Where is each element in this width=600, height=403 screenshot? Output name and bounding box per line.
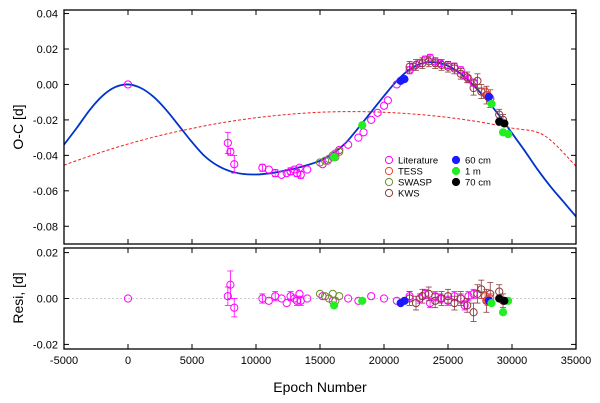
legend-label-1-m: 1 m [465, 167, 481, 178]
point-literature [379, 101, 389, 110]
point-kws [469, 308, 478, 317]
bottom-y-ticks: 0.02 0.00 -0.02 [33, 248, 576, 351]
point-literature [367, 292, 376, 301]
x-tick-label: 35000 [561, 355, 592, 367]
legend-marker-literature [384, 155, 394, 165]
legend-marker-70-cm [451, 177, 461, 187]
x-axis-title: Epoch Number [273, 379, 367, 395]
x-tick-label: 25000 [433, 355, 464, 367]
point-literature [226, 147, 235, 156]
point-literature [223, 138, 232, 148]
point-swasp [321, 156, 330, 165]
legend-marker-kws [384, 188, 394, 198]
x-tick-label: 0 [125, 355, 131, 367]
point-literature [230, 303, 239, 312]
point-kws [450, 298, 459, 308]
x-tick-label: -5000 [50, 355, 78, 367]
point-literature [344, 140, 353, 149]
bottom-x-ticks: -5000 0 5000 10000 15000 20000 25000 30000 35000 [50, 248, 591, 367]
point-swasp [315, 158, 325, 167]
legend-marker-tess [384, 166, 394, 176]
point-literature [296, 170, 305, 179]
point-kws [456, 69, 465, 78]
legend-label-literature: Literature [398, 156, 438, 167]
point-literature [123, 294, 133, 303]
y-tick-label: -0.04 [33, 150, 58, 162]
point-literature [303, 165, 312, 174]
bottom-plot-area [64, 270, 576, 322]
y-tick-label: 0.02 [37, 248, 58, 260]
point-literature [344, 294, 353, 303]
point-1-m [487, 298, 496, 308]
point-1-m [358, 296, 367, 305]
point-kws [463, 301, 472, 310]
y-tick-label: -0.06 [33, 186, 58, 198]
x-tick-label: 20000 [369, 355, 400, 367]
point-literature [464, 292, 473, 301]
point-literature [303, 294, 312, 303]
point-literature [230, 160, 239, 169]
legend-label-tess: TESS [398, 167, 423, 178]
y-tick-label: 0.02 [37, 44, 58, 56]
y-tick-label: -0.02 [33, 115, 58, 127]
top-panel: 0.04 0.02 0.00 -0.02 -0.04 -0.06 -0.08 O-C [d]… [10, 9, 577, 245]
legend-label-swasp: SWASP [398, 178, 432, 189]
point-1-m [504, 129, 513, 139]
point-1-m [358, 121, 367, 130]
legend-marker-1-m [451, 166, 461, 176]
bottom-y-axis-title: Resi, [d] [10, 272, 26, 323]
x-tick-label: 15000 [305, 355, 336, 367]
point-70-cm [500, 119, 509, 128]
point-60-cm [400, 75, 409, 84]
quadratic-trend-curve [64, 111, 576, 167]
point-kws [463, 73, 472, 82]
top-x-ticks [63, 10, 577, 244]
bottom-panel: 0.02 0.00 -0.02 -5000 0 5000 10000 15000 20000 2… [10, 247, 591, 395]
x-tick-label: 30000 [497, 355, 528, 367]
point-60-cm [484, 92, 494, 101]
point-literature [373, 108, 382, 117]
point-1-m [329, 153, 339, 162]
legend-label-70-cm: 70 cm [465, 178, 491, 189]
legend-label-60-cm: 60 cm [465, 156, 491, 167]
point-1-m [498, 308, 508, 317]
point-swasp [335, 292, 344, 301]
point-swasp [315, 289, 325, 299]
x-tick-label: 5000 [180, 355, 204, 367]
point-literature [277, 170, 286, 179]
point-literature [425, 298, 435, 308]
point-literature [383, 96, 392, 105]
top-y-axis-title: O-C [d] [10, 104, 26, 149]
top-y-ticks: 0.04 0.02 0.00 -0.02 -0.04 -0.06 -0.08 [33, 9, 576, 233]
x-tick-label: 10000 [241, 355, 272, 367]
point-literature [282, 298, 291, 308]
point-literature [223, 292, 232, 301]
y-tick-label: 0.00 [37, 294, 58, 306]
point-literature [354, 133, 363, 142]
point-literature [123, 80, 133, 89]
y-tick-label: 0.00 [37, 79, 58, 91]
point-1-m [487, 99, 496, 109]
point-kws [473, 76, 482, 86]
legend-marker-60-cm [451, 155, 461, 165]
legend-label-kws: KWS [398, 189, 420, 200]
top-plot-area [64, 53, 576, 218]
point-swasp [335, 147, 344, 156]
point-literature [379, 294, 389, 303]
point-literature [367, 115, 376, 125]
y-tick-label: 0.04 [37, 9, 58, 21]
y-tick-label: -0.02 [33, 339, 58, 351]
point-70-cm [500, 296, 509, 305]
y-tick-label: -0.08 [33, 221, 58, 233]
point-60-cm [400, 296, 409, 305]
point-1-m [329, 301, 339, 310]
point-literature [226, 280, 235, 289]
legend-marker-swasp [384, 177, 394, 187]
point-literature [277, 294, 286, 303]
